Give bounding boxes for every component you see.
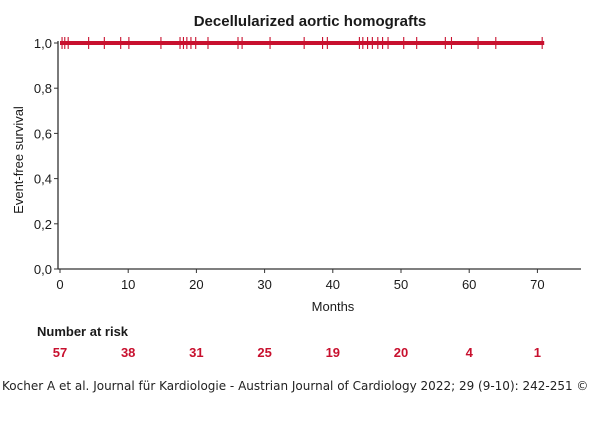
x-tick-label: 30 <box>257 277 271 292</box>
risk-value: 57 <box>53 345 67 360</box>
risk-value: 38 <box>121 345 135 360</box>
survival-chart: Decellularized aortic homografts 0 10 20 30… <box>11 13 581 360</box>
x-axis-label: Months <box>312 299 355 314</box>
y-tick-label: 0,0 <box>34 262 52 277</box>
x-tick-label: 60 <box>462 277 476 292</box>
x-tick-label: 50 <box>394 277 408 292</box>
x-tick-label: 70 <box>530 277 544 292</box>
y-tick-label: 0,2 <box>34 217 52 232</box>
citation: Kocher A et al. Journal für Kardiologie … <box>2 379 589 393</box>
x-tick-label: 0 <box>56 277 63 292</box>
x-tick-label: 20 <box>189 277 203 292</box>
risk-table-title: Number at risk <box>37 324 129 339</box>
risk-value: 4 <box>466 345 474 360</box>
risk-value: 25 <box>257 345 271 360</box>
risk-value: 31 <box>189 345 203 360</box>
chart-title: Decellularized aortic homografts <box>194 13 427 30</box>
plot-area: 0 10 20 30 40 50 60 70 0,0 0,2 0,4 0,6 0,8 1,0 <box>34 36 581 292</box>
y-tick-label: 0,6 <box>34 126 52 141</box>
risk-value: 20 <box>394 345 408 360</box>
y-tick-label: 1,0 <box>34 36 52 51</box>
y-axis-label: Event-free survival <box>11 106 26 214</box>
y-tick-label: 0,8 <box>34 81 52 96</box>
risk-value: 1 <box>534 345 541 360</box>
risk-table: 57 38 31 25 19 20 4 1 <box>53 345 541 360</box>
x-tick-label: 40 <box>326 277 340 292</box>
x-tick-label: 10 <box>121 277 135 292</box>
risk-value: 19 <box>326 345 340 360</box>
y-tick-label: 0,4 <box>34 172 52 187</box>
